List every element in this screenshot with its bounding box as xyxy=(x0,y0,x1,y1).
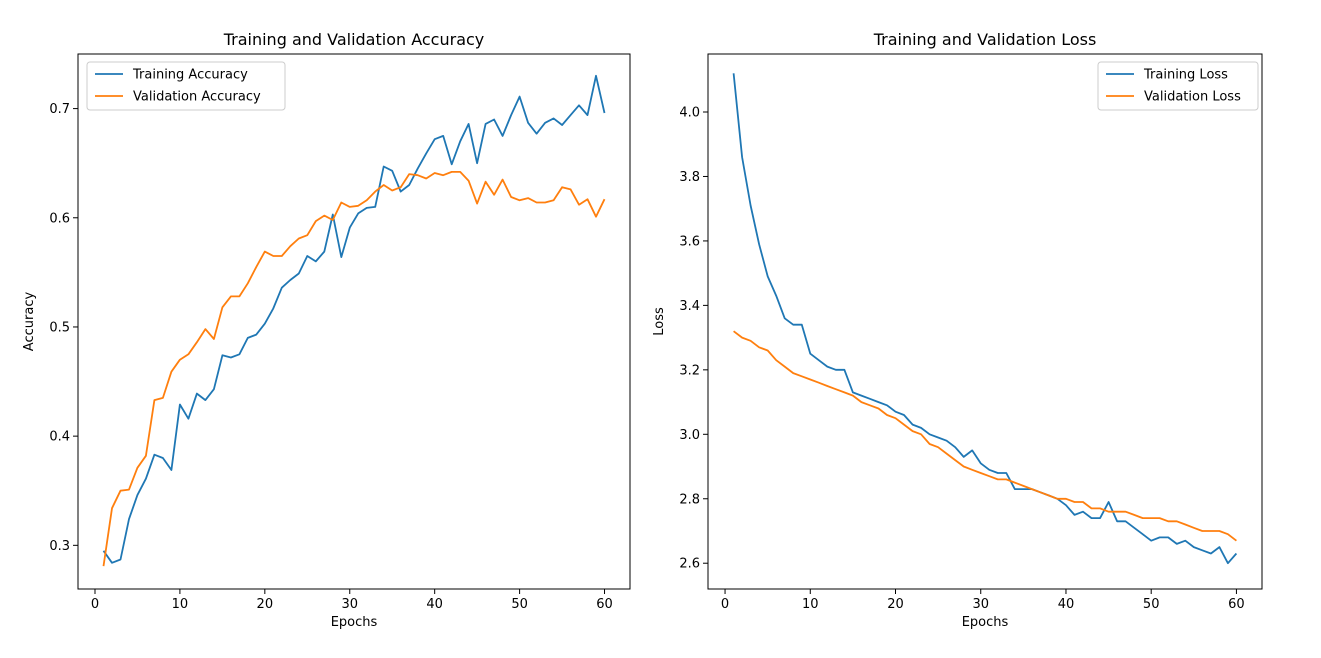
legend-label-1: Training Loss xyxy=(1143,68,1228,83)
y-tick-label: 3.8 xyxy=(679,170,700,185)
chart-panel-2: Training and Validation Loss 0 10 20 30 40 50 6… xyxy=(652,30,1263,630)
y-tick-label: 0.5 xyxy=(49,320,70,335)
y-tick-label: 3.6 xyxy=(679,234,700,249)
x-tick-label: 0 xyxy=(721,597,729,612)
y-tick-label: 3.2 xyxy=(679,363,700,378)
x-tick-label: 30 xyxy=(341,597,358,612)
x-tick-label: 10 xyxy=(802,597,819,612)
axes-frame xyxy=(707,53,1263,590)
chart-title: Training and Validation Loss xyxy=(873,30,1097,49)
x-tick-label: 40 xyxy=(1058,597,1075,612)
legend: Training Loss Validation Loss xyxy=(1097,61,1259,111)
series-line-1 xyxy=(732,73,1238,565)
y-axis-label: Loss xyxy=(652,307,667,336)
axes-frame xyxy=(77,53,631,590)
x-tick-label: 30 xyxy=(972,597,989,612)
y-tick-label: 0.4 xyxy=(49,430,70,445)
x-axis-label: Epochs xyxy=(962,615,1009,630)
x-tick-label: 60 xyxy=(596,597,613,612)
y-tick-label: 2.6 xyxy=(679,557,700,572)
x-tick-label: 40 xyxy=(426,597,443,612)
y-tick-label: 4.0 xyxy=(679,106,700,121)
legend-label-2: Validation Accuracy xyxy=(133,90,261,105)
legend-box xyxy=(1097,61,1259,111)
y-tick-label: 0.3 xyxy=(49,539,70,554)
chart-title: Training and Validation Accuracy xyxy=(223,30,485,49)
series-line-2 xyxy=(733,330,1237,542)
legend-label-2: Validation Loss xyxy=(1144,90,1241,105)
y-tick-label: 3.4 xyxy=(679,299,700,314)
legend-label-1: Training Accuracy xyxy=(132,68,248,83)
x-tick-label: 50 xyxy=(511,597,528,612)
x-tick-label: 0 xyxy=(91,597,99,612)
y-tick-label: 0.7 xyxy=(49,102,70,117)
legend-box xyxy=(86,61,286,111)
y-tick-label: 3.0 xyxy=(679,428,700,443)
x-axis-label: Epochs xyxy=(331,615,378,630)
x-tick-label: 10 xyxy=(172,597,189,612)
y-tick-label: 2.8 xyxy=(679,492,700,507)
series-line-1 xyxy=(102,74,606,564)
legend: Training Accuracy Validation Accuracy xyxy=(86,61,286,111)
x-tick-label: 50 xyxy=(1143,597,1160,612)
chart-panel-1: Training and Validation Accuracy 0 10 20 30 4… xyxy=(22,30,631,630)
series-line-2 xyxy=(102,170,606,567)
x-tick-label: 20 xyxy=(257,597,274,612)
x-tick-label: 20 xyxy=(887,597,904,612)
y-axis-label: Accuracy xyxy=(22,292,37,352)
x-tick-label: 60 xyxy=(1228,597,1245,612)
y-tick-label: 0.6 xyxy=(49,211,70,226)
